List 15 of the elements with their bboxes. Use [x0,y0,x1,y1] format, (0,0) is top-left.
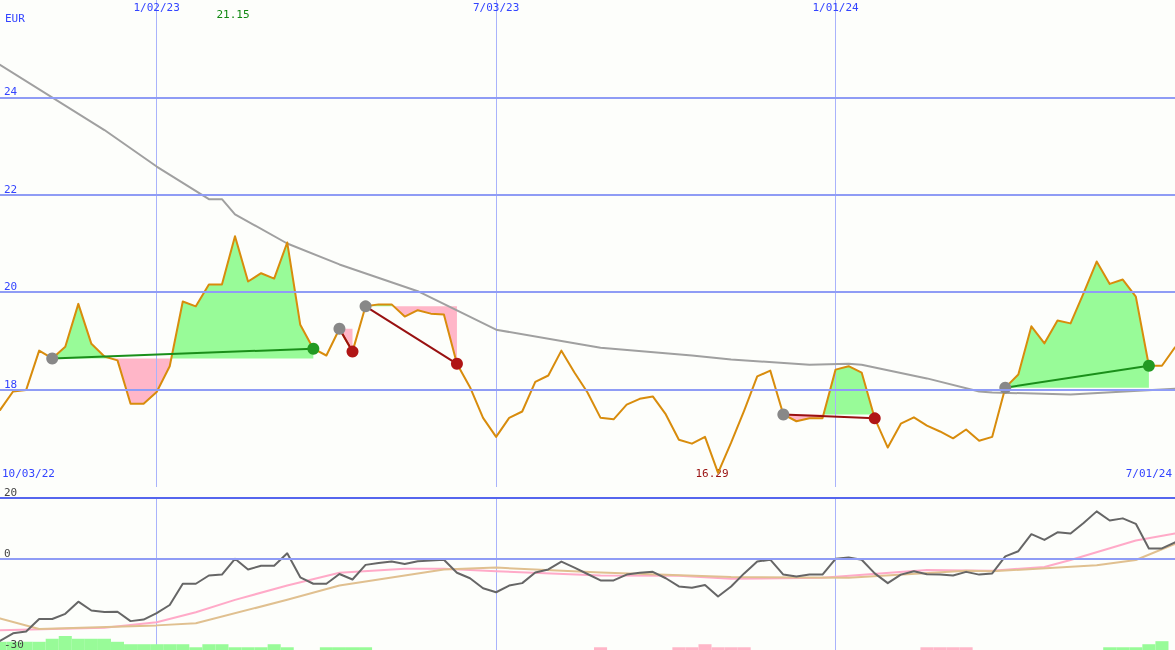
annotation: 10/03/22 [2,466,55,480]
y-tick-label: 24 [4,85,18,99]
y-tick-label: 22 [4,182,18,196]
x-tick-label: 1/02/23 [133,1,180,14]
annotation: 16.29 [695,466,729,480]
y-tick-label: 0 [4,546,11,560]
annotation: 7/01/24 [1125,466,1173,480]
y-tick-label: 20 [4,486,18,499]
y-tick-label: 18 [4,377,18,391]
y-tick-label: -30 [4,638,24,650]
y-tick-label: 20 [4,280,18,294]
x-tick-label: 1/01/24 [812,1,860,14]
x-tick-label: 7/03/23 [472,1,520,14]
y-axis-title: EUR [5,12,26,25]
annotation: 21.15 [216,7,250,21]
